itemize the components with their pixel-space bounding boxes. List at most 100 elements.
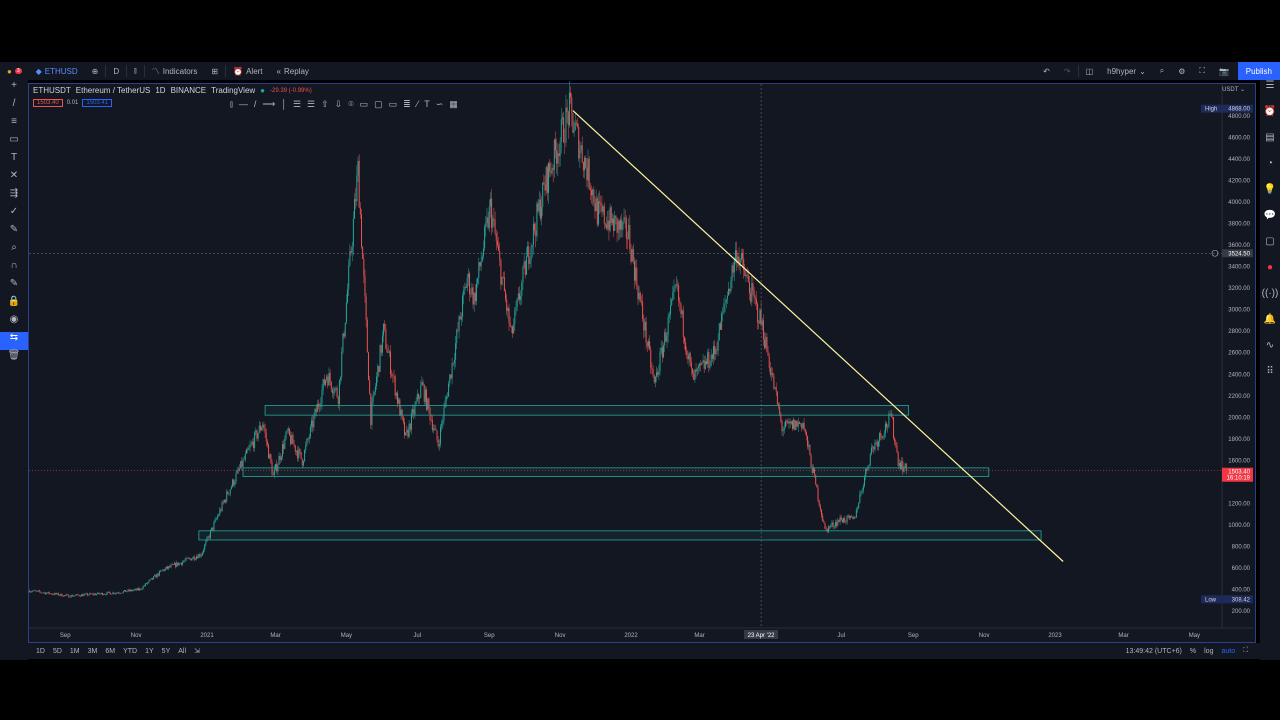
support-zone[interactable] [198, 530, 1042, 541]
auto-toggle[interactable]: auto [1221, 647, 1236, 655]
publish-button[interactable]: Publish [1237, 62, 1280, 80]
candle [156, 573, 158, 578]
candle [378, 366, 380, 372]
candle [209, 530, 211, 538]
rectangle-icon[interactable]: ▭ [359, 98, 369, 109]
fib-icon[interactable]: ≡ [11, 116, 17, 127]
range-ytd[interactable]: YTD [123, 647, 138, 655]
pulse-icon[interactable]: ∿ [1265, 340, 1275, 351]
grid-icon[interactable]: ▦ [449, 98, 458, 109]
text-icon[interactable]: T [10, 152, 18, 163]
range-1d[interactable]: 1D [36, 647, 45, 655]
maximize-icon[interactable]: ⛶ [1243, 647, 1248, 654]
symbol-search-button[interactable]: ◆ ETHUSD [29, 62, 85, 80]
dom-icon[interactable]: ⠿ [1266, 366, 1274, 377]
range-5d[interactable]: 5D [52, 647, 62, 655]
add-alert-icon[interactable] [1211, 249, 1219, 257]
lock-icon[interactable]: 🔒 [7, 296, 21, 307]
interval-button[interactable]: D [106, 62, 126, 80]
templates-button[interactable]: ⊞ [204, 62, 225, 80]
replay-button[interactable]: «Replay [270, 62, 316, 80]
layout-name-button[interactable]: h9hyper ⌄ [1100, 62, 1153, 80]
brush-icon[interactable]: ✎ [9, 224, 19, 235]
snapshot-button[interactable]: 📷 [1212, 62, 1236, 80]
pattern-icon[interactable]: ✕ [9, 170, 19, 181]
bell-icon[interactable]: 🔔 [1263, 314, 1277, 325]
trendline-icon[interactable]: / [12, 98, 16, 109]
alert-button[interactable]: ⏰ Alert [226, 62, 269, 80]
ideas-icon[interactable]: 💡 [1263, 184, 1277, 195]
line-icon[interactable]: / [253, 99, 257, 109]
lock-draw-icon[interactable]: ✎ [9, 278, 19, 289]
candle [868, 465, 870, 466]
indicators-button[interactable]: 〽 Indicators [145, 62, 205, 80]
alerts-icon[interactable]: ⏰ [1263, 106, 1277, 117]
percent-toggle[interactable]: % [1189, 647, 1197, 655]
arrow-down-icon[interactable]: ⇩ [334, 98, 343, 109]
candle [658, 370, 660, 375]
compare-button[interactable]: ⊕ [85, 62, 106, 80]
range-5y[interactable]: 5Y [161, 647, 171, 655]
fullscreen-button[interactable]: ⛶ [1192, 62, 1212, 80]
crosshair-icon[interactable]: + [11, 80, 17, 91]
range-all[interactable]: All [178, 647, 187, 655]
candle [443, 407, 445, 421]
ray-icon[interactable]: ⟶ [262, 98, 276, 109]
check-icon[interactable]: ✓ [9, 206, 19, 217]
watchlist-icon[interactable]: ☰ [1265, 80, 1275, 91]
hline-icon[interactable]: — [238, 99, 248, 109]
sync-icon[interactable]: ⇆ [0, 332, 28, 350]
range-6m[interactable]: 6M [105, 647, 116, 655]
redo-button[interactable]: ↷ [1057, 62, 1078, 80]
layout-button[interactable]: ◫ [1079, 62, 1101, 80]
chat-icon[interactable]: 💬 [1263, 210, 1277, 221]
candle [257, 432, 259, 439]
support-zone[interactable] [242, 467, 990, 477]
low-label [1201, 595, 1253, 604]
settings-button[interactable]: ⚙ [1171, 62, 1192, 80]
support-zone[interactable] [264, 405, 910, 416]
range-3m[interactable]: 3M [87, 647, 98, 655]
path-icon[interactable]: ∽ [435, 98, 444, 109]
undo-button[interactable]: ↶ [1036, 62, 1057, 80]
logo-button[interactable]: ● 3 [7, 66, 22, 76]
log-toggle[interactable]: log [1204, 647, 1214, 655]
candle [254, 432, 256, 448]
pin-icon[interactable]: ⌾ [348, 98, 354, 109]
pitchfork-icon[interactable]: ☰ [307, 98, 316, 109]
search-button[interactable]: ⌕ [1153, 62, 1171, 80]
chart-type-button[interactable]: ⫾ [127, 62, 144, 80]
zoom-icon[interactable]: ⌕ [11, 242, 17, 253]
list-icon[interactable]: ≣ [403, 98, 411, 109]
vline-icon[interactable]: │ [281, 99, 287, 109]
brush-icon[interactable]: ⁄ [416, 99, 419, 109]
messages-icon[interactable]: ▢ [1265, 236, 1275, 247]
eye-icon[interactable]: ◉ [9, 314, 19, 325]
sell-price-button[interactable]: 1503.40 [33, 99, 63, 107]
clock[interactable]: 13:49:42 (UTC+6) [1125, 647, 1182, 655]
text-icon[interactable]: T [424, 99, 430, 109]
goto-date-icon[interactable]: ⇲ [194, 648, 200, 655]
price-tick: 3200.00 [1228, 286, 1250, 292]
rectangle-icon[interactable]: ▭ [9, 134, 19, 145]
trash-icon[interactable]: 🗑 [7, 350, 21, 361]
buy-price-button[interactable]: 1503.41 [82, 99, 113, 107]
streams-icon[interactable]: ((·)) [1261, 288, 1279, 299]
note-icon[interactable]: ▭ [388, 98, 398, 109]
trendline[interactable] [572, 110, 1064, 562]
magnet-icon[interactable]: ∩ [10, 260, 18, 271]
chart-pane[interactable] [28, 83, 1256, 643]
forecast-icon[interactable]: ⇶ [9, 188, 19, 199]
currency-selector[interactable]: USDT ⌄ [1222, 87, 1245, 93]
candle [117, 592, 119, 594]
channel-icon[interactable]: ☰ [292, 98, 302, 109]
callout-icon[interactable]: ▢ [374, 98, 383, 109]
range-1y[interactable]: 1Y [145, 647, 154, 655]
bars-icon[interactable]: ⫾ [230, 98, 233, 109]
calendar-icon[interactable]: ▤ [1265, 132, 1275, 143]
arrow-up-icon[interactable]: ⇧ [321, 98, 329, 109]
notifications-icon[interactable]: ● [1266, 262, 1274, 273]
range-1m[interactable]: 1M [69, 647, 80, 655]
hotlist-icon[interactable]: ◔ [1266, 158, 1274, 169]
